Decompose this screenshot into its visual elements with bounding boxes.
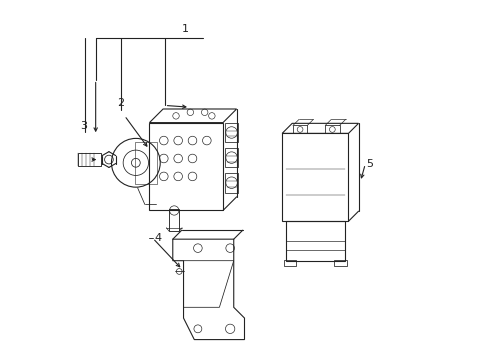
Bar [292,126,306,134]
Bar [285,221,344,261]
Bar [284,260,296,266]
Text: 2: 2 [117,98,124,108]
Text: 5: 5 [366,159,373,169]
Bar [333,260,346,266]
Bar [78,153,101,166]
Bar [282,134,348,221]
Bar [169,209,179,231]
Bar [224,148,238,167]
Bar [149,123,223,211]
Bar [224,173,238,193]
Bar [134,142,156,184]
Bar [224,123,238,142]
Bar [325,126,339,134]
Text: 3: 3 [80,121,87,131]
Text: 4: 4 [154,233,161,243]
Text: 1: 1 [182,24,188,34]
